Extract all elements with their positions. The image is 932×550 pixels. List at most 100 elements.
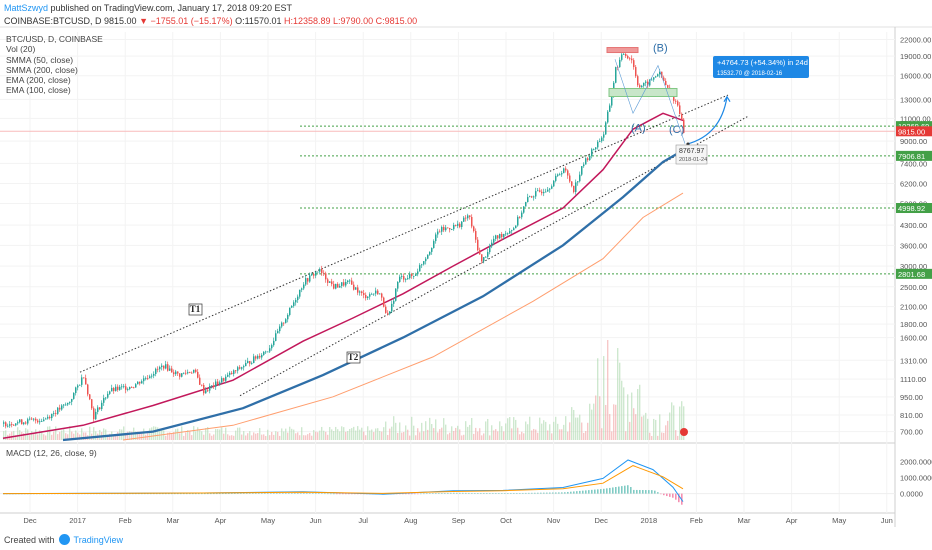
candle [445,227,447,231]
macd-hist-bar [135,493,137,495]
ohlc-high: H:12358.89 [283,16,331,26]
volume-bar [69,426,71,440]
candle [541,191,543,194]
candle [331,281,333,285]
volume-bar [451,426,453,440]
legend-item[interactable]: Vol (20) [6,44,36,55]
candle [407,278,409,280]
tradingview-link[interactable]: TradingView [73,534,124,545]
candle [35,418,37,421]
candle [409,274,411,279]
macd-hist-bar [666,493,668,497]
volume-bar [359,429,361,440]
macd-tick-label: 2000.0000 [900,458,932,467]
macd-label[interactable]: MACD (12, 26, close, 9) [6,448,97,458]
candle [65,404,67,406]
volume-bar [425,421,427,440]
time-tick-label: Mar [166,516,179,525]
legend-item[interactable]: SMMA (200, close) [6,64,78,75]
volume-bar [583,432,585,440]
price-chart[interactable]: T1 T2 (A) (B) (C) +4764.73 (+54.34%) in 24d 13… [0,0,932,530]
candle [93,408,95,420]
volume-bar [289,426,291,440]
volume-bar [653,418,655,440]
macd-hist-bar [165,493,167,495]
legend-item[interactable]: EMA (200, close) [6,75,71,86]
candle [373,293,375,295]
candle [615,67,617,83]
volume-bar [323,430,325,440]
candle [561,173,563,175]
candle [581,166,583,175]
candle [321,269,323,273]
ohlc-open: O:11570.01 [235,16,282,26]
moving-averages [2,112,684,442]
candle [673,94,675,101]
candle [421,264,423,266]
candle [147,378,149,379]
candle [505,233,507,235]
volume-bar [551,433,553,440]
volume-bar [661,432,663,440]
volume-bar [239,427,241,440]
time-tick-label: Sep [452,516,465,525]
volume-bar [673,405,675,440]
volume-bar [665,425,667,440]
macd-hist-bar [519,493,521,494]
volume-bar [377,428,379,440]
macd-hist-bar [465,492,467,494]
macd-hist-bar [216,493,218,495]
label-t1-box [188,303,203,316]
candle [75,387,77,394]
candle [611,95,613,106]
volume-bar [99,429,101,440]
volume-bar [231,435,233,440]
price-box: 4998.92 [896,203,932,214]
candle [131,387,133,388]
candle [329,281,331,283]
price-tick-label: 1600.00 [900,334,927,343]
candle [589,155,591,161]
candle [129,387,131,390]
candle [291,305,293,308]
macd-hist-bar [285,493,287,494]
volume-bar [355,430,357,440]
candle [381,293,383,298]
candle [345,281,347,286]
legend-item[interactable]: BTC/USD, D, COINBASE [6,34,103,44]
volume-bar [29,435,31,440]
candle [475,231,477,240]
candle [95,411,97,420]
candle [249,361,251,364]
volume-bar [429,417,431,440]
macd-hist-bar [651,490,653,494]
candle [77,385,79,388]
volume-bar [285,428,287,440]
volume-bar [615,404,617,440]
legend-item[interactable]: EMA (100, close) [6,85,71,96]
price-tick-label: 2100.00 [900,303,927,312]
candle [317,271,319,273]
volume-bar [529,416,531,440]
candle [185,372,187,374]
legend-item[interactable]: SMMA (50, close) [6,54,74,65]
macd-hist-bar [267,493,269,494]
macd-hist-bar [543,492,545,494]
volume-bar [37,434,39,440]
candle [309,275,311,282]
volume-bar [39,430,41,440]
candle [187,372,189,374]
trendline-t2 [239,115,749,397]
candle [441,227,443,232]
volume-bar [449,432,451,440]
volume-bar [301,427,303,440]
macd-hist-bar [546,492,548,494]
volume-bar [227,434,229,440]
volume-bar [565,416,567,440]
volume-bar [159,428,161,440]
candle [375,290,377,294]
volume-bar [135,431,137,440]
candle [639,85,641,88]
macd-hist-bar [501,493,503,494]
author-link[interactable]: MattSzwyd [4,3,49,13]
